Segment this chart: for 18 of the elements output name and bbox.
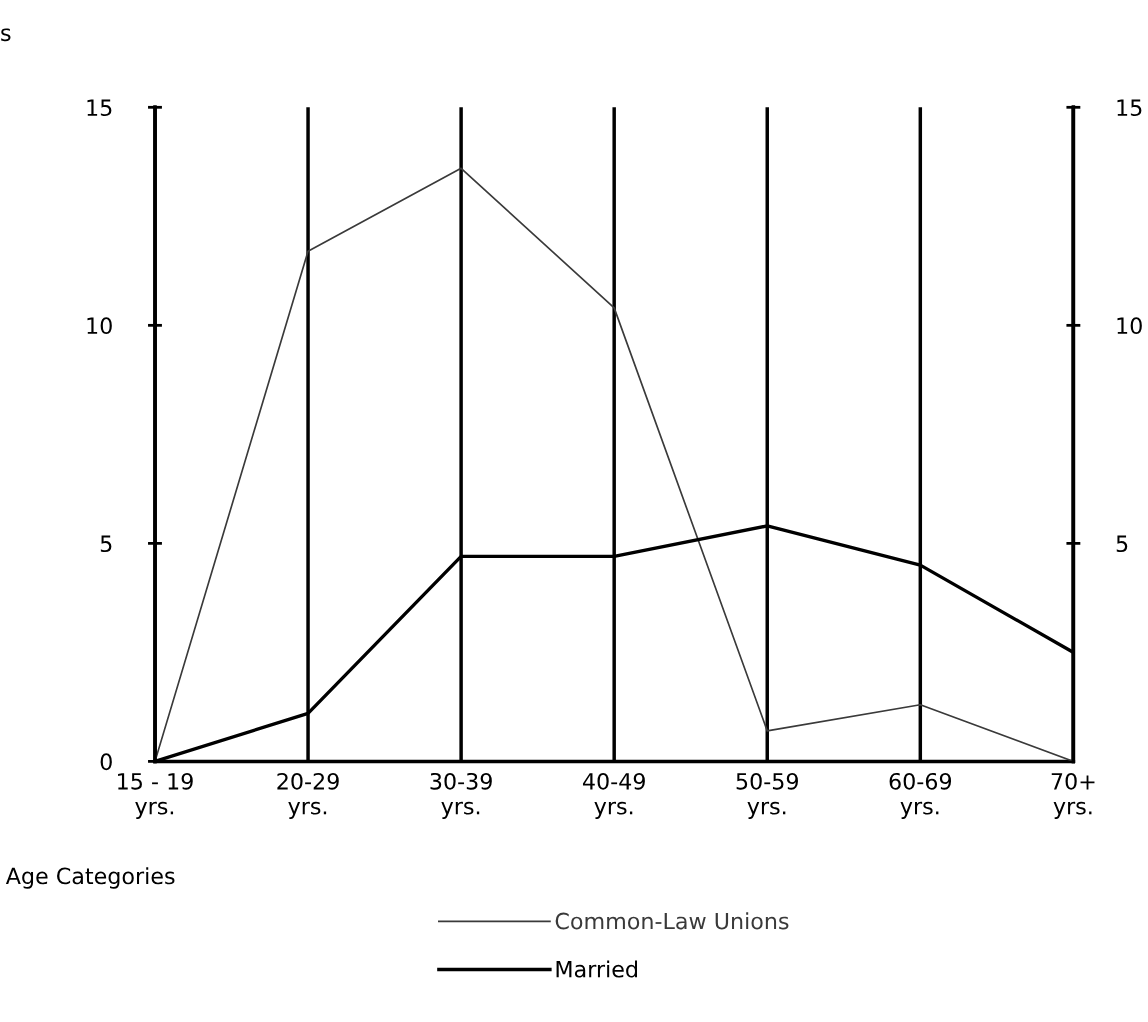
text: Common-Law Unions [555, 912, 789, 930]
x-tick-label: 70+ yrs. [1051, 772, 1095, 819]
y-tick-label: 0 [100, 753, 112, 771]
x-tick-label: 30-39 yrs. [430, 772, 492, 819]
y2-tick-label: 10 [1117, 317, 1142, 335]
x-tick-label: 15 - 19 yrs. [118, 772, 193, 819]
y-tick-label: 10 [87, 317, 112, 335]
x-tick-label: 50-59 yrs. [736, 772, 798, 819]
x-tick-label: 20-29 yrs. [277, 772, 339, 819]
text: Married [556, 960, 638, 978]
y2-tick-label: 5 [1116, 535, 1128, 553]
x-axis-title: Age Categories [5, 867, 175, 889]
y-axis-title: s [1, 28, 11, 42]
y-tick-label: 5 [100, 535, 112, 553]
x-tick-label: 60-69 yrs. [889, 772, 952, 819]
y2-tick-label: 15 [1117, 99, 1142, 117]
x-tick-label: 40-49 yrs. [582, 772, 645, 819]
y-tick-label: 15 [87, 99, 112, 117]
